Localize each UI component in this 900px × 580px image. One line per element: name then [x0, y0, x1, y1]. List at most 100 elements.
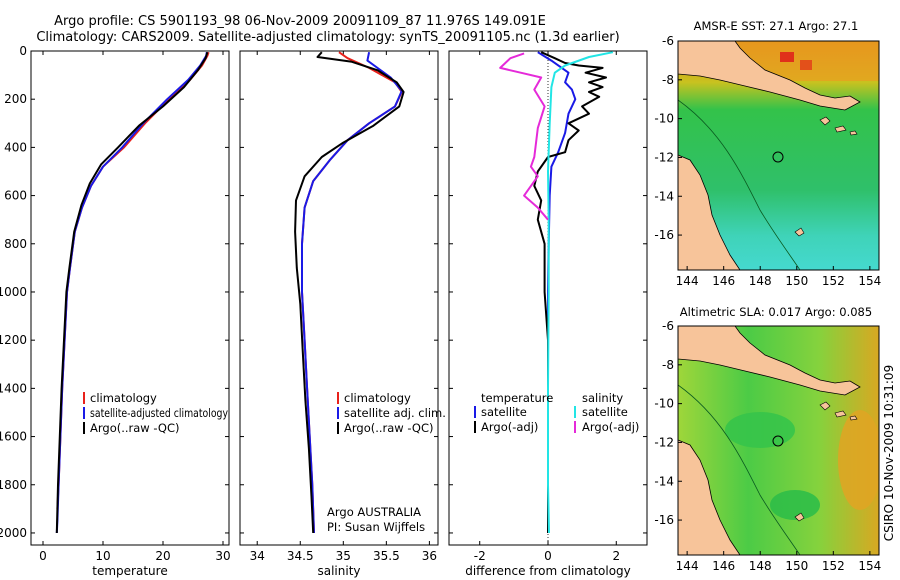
sla-islands	[794, 401, 858, 522]
sst-hot-cell	[800, 60, 812, 70]
map-lon-label: 150	[785, 274, 808, 288]
x-tick-label: 30	[215, 549, 230, 563]
pi-label: PI: Susan Wijffels	[327, 520, 425, 534]
sla-high-patch	[838, 410, 879, 510]
sla-map	[678, 326, 879, 555]
depth-tick-label: 600	[4, 189, 27, 203]
map-lat-label: -14	[654, 474, 674, 488]
map-lon-label: 150	[785, 559, 808, 573]
series-satellite-adjusted-climatology	[55, 52, 208, 534]
sst-map-ticks: 144 146 148 150 152 154 -6 -8 -10 -12 -14 -16	[654, 34, 881, 288]
x-tick-label: 34.5	[287, 549, 314, 563]
map-lat-label: -8	[662, 358, 674, 372]
map-lon-label: 152	[822, 274, 845, 288]
sla-low-patch	[725, 412, 795, 448]
sst-map	[678, 41, 879, 270]
map-lon-label: 148	[749, 274, 772, 288]
map-lat-label: -10	[654, 112, 674, 126]
map-lon-label: 154	[858, 559, 881, 573]
map-lat-label: -6	[662, 34, 674, 48]
series-climatology	[56, 51, 210, 509]
x-tick-label: 35.5	[373, 549, 400, 563]
map-lat-label: -6	[662, 319, 674, 333]
map-lon-label: 152	[822, 559, 845, 573]
legend-label-temp-argo: Argo(-adj)	[481, 420, 538, 434]
x-tick-label: 34	[250, 549, 265, 563]
depth-tick-label: 2000	[0, 526, 27, 540]
series-salinity-satellite	[547, 51, 614, 534]
map-lat-label: -14	[654, 189, 674, 203]
sla-map-title: Altimetric SLA: 0.017 Argo: 0.085	[680, 305, 872, 319]
series-lines	[55, 51, 614, 545]
depth-tick-label: 200	[4, 92, 27, 106]
x-tick-label: 0	[544, 549, 552, 563]
sst-map-frame	[677, 40, 880, 271]
sla-png-landmass	[678, 326, 861, 396]
map-lon-label: 154	[858, 274, 881, 288]
x-tick-label: 0	[39, 549, 47, 563]
map-lat-label: -12	[654, 150, 674, 164]
tick-marks	[31, 50, 647, 545]
depth-tick-label: 0	[19, 44, 27, 58]
difference-legend: temperature satellite Argo(-adj) salinit…	[474, 391, 639, 434]
legend-label-argo: Argo(..raw -QC)	[90, 421, 180, 435]
sst-australia-landmass	[678, 154, 741, 270]
difference-xlabel: difference from climatology	[465, 564, 631, 578]
x-tick-label: 20	[155, 549, 170, 563]
legend-label-climatology: climatology	[344, 391, 411, 405]
map-lon-label: 144	[676, 559, 699, 573]
map-lat-label: -10	[654, 397, 674, 411]
map-lon-label: 144	[676, 274, 699, 288]
series-satellite-adj-clim	[301, 52, 403, 534]
sst-png-landmass	[678, 41, 861, 111]
legend-title-salinity: salinity	[582, 391, 623, 405]
legend-label-climatology: climatology	[90, 391, 157, 405]
sst-islands	[794, 116, 858, 237]
x-tick-label: -2	[474, 549, 486, 563]
sla-map-frame	[677, 325, 880, 556]
map-lat-label: -16	[654, 228, 674, 242]
map-lon-label: 146	[712, 274, 735, 288]
sla-low-patch	[770, 490, 820, 520]
legend-label-sal-satellite: satellite	[582, 405, 628, 419]
series-salinity-argo-adj	[499, 52, 549, 221]
depth-tick-label: 400	[4, 140, 27, 154]
x-tick-label: 35	[336, 549, 351, 563]
sla-map-ticks: 144 146 148 150 152 154 -6 -8 -10 -12 -14 -16	[654, 319, 881, 573]
temperature-panel-frame	[30, 50, 230, 546]
sst-hot-cell	[780, 52, 794, 62]
legend-label-temp-satellite: satellite	[481, 405, 527, 419]
x-tick-label: 36	[422, 549, 437, 563]
map-lat-label: -12	[654, 435, 674, 449]
sla-argo-marker	[772, 435, 784, 447]
salinity-panel-frame	[239, 50, 439, 546]
temperature-xlabel: temperature	[92, 564, 167, 578]
depth-tick-label: 1200	[0, 333, 27, 347]
sst-shelf-contour	[678, 99, 801, 270]
x-tick-label: 2	[612, 549, 620, 563]
legend-label-satellite: satellite-adjusted climatology	[90, 406, 228, 420]
depth-tick-label: 800	[4, 237, 27, 251]
sla-australia-landmass	[678, 439, 741, 555]
depth-tick-labels: 0 200 400 600 800 1000 1200 1400 1600 1800 2000	[0, 44, 27, 540]
series-climatology	[301, 51, 403, 534]
legend-label-argo: Argo(..raw -QC)	[344, 421, 434, 435]
title-line-2: Climatology: CARS2009. Satellite-adjuste…	[36, 30, 619, 45]
legend-label-satellite: satellite adj. clim.	[344, 406, 446, 420]
depth-tick-label: 1000	[0, 285, 27, 299]
temperature-legend: climatology satellite-adjusted climatolo…	[83, 391, 228, 435]
sst-map-title: AMSR-E SST: 27.1 Argo: 27.1	[694, 19, 859, 33]
x-tick-label: 10	[95, 549, 110, 563]
legend-label-sal-argo: Argo(-adj)	[582, 420, 639, 434]
depth-tick-label: 1600	[0, 430, 27, 444]
series-argo-raw-qc	[55, 51, 209, 534]
map-lon-label: 146	[712, 559, 735, 573]
salinity-legend: climatology satellite adj. clim. Argo(..…	[337, 391, 446, 435]
series-temperature-argo-adj	[533, 51, 607, 533]
salinity-xlabel: salinity	[317, 564, 360, 578]
float-program-label: Argo AUSTRALIA	[327, 505, 421, 519]
sla-shelf-contour	[678, 384, 801, 555]
title-line-1: Argo profile: CS 5901193_98 06-Nov-2009 …	[54, 14, 546, 29]
depth-tick-label: 1800	[0, 478, 27, 492]
map-lon-label: 148	[749, 559, 772, 573]
